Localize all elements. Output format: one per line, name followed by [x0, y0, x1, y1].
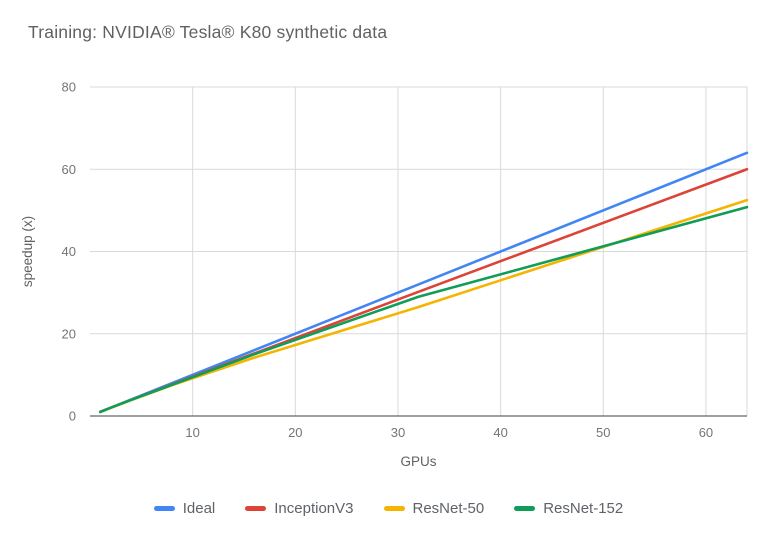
line-chart-plot: 0 20 40 60 80 10 20 30 40 50 60 GPUs speedup (x) [20, 80, 749, 469]
x-tick-label: 50 [596, 425, 610, 440]
y-tick-label: 20 [62, 326, 76, 341]
x-axis-title: GPUs [400, 454, 436, 469]
legend-swatch-icon [153, 506, 175, 511]
legend-label: Ideal [182, 500, 216, 517]
x-tick-label: 20 [288, 425, 302, 440]
x-tick-label: 60 [699, 425, 713, 440]
series-line-ResNet-50 [98, 198, 749, 414]
y-axis-title: speedup (x) [20, 216, 35, 287]
legend-label: ResNet-152 [543, 500, 624, 517]
series-line-ResNet-152 [98, 205, 749, 414]
y-tick-label: 40 [62, 244, 76, 259]
x-tick-label: 30 [391, 425, 405, 440]
legend-swatch-icon [383, 506, 405, 511]
y-tick-label: 60 [62, 162, 76, 177]
y-tick-label: 0 [69, 409, 76, 424]
legend-label: InceptionV3 [274, 500, 354, 517]
x-tick-label: 10 [185, 425, 199, 440]
legend-item-InceptionV3: InceptionV3 [245, 500, 354, 517]
series-line-Ideal [98, 151, 749, 414]
legend-label: ResNet-50 [412, 500, 485, 517]
legend-swatch-icon [514, 506, 536, 511]
chart-title: Training: NVIDIA® Tesla® K80 synthetic d… [28, 22, 388, 42]
legend-item-ResNet-152: ResNet-152 [514, 500, 623, 517]
legend-item-ResNet-50: ResNet-50 [383, 500, 485, 517]
x-tick-label: 40 [493, 425, 507, 440]
legend-swatch-icon [245, 506, 267, 511]
chart-legend: Ideal InceptionV3 ResNet-50 ResNet-152 [0, 500, 777, 517]
y-tick-label: 80 [62, 80, 76, 95]
legend-item-Ideal: Ideal [153, 500, 216, 517]
